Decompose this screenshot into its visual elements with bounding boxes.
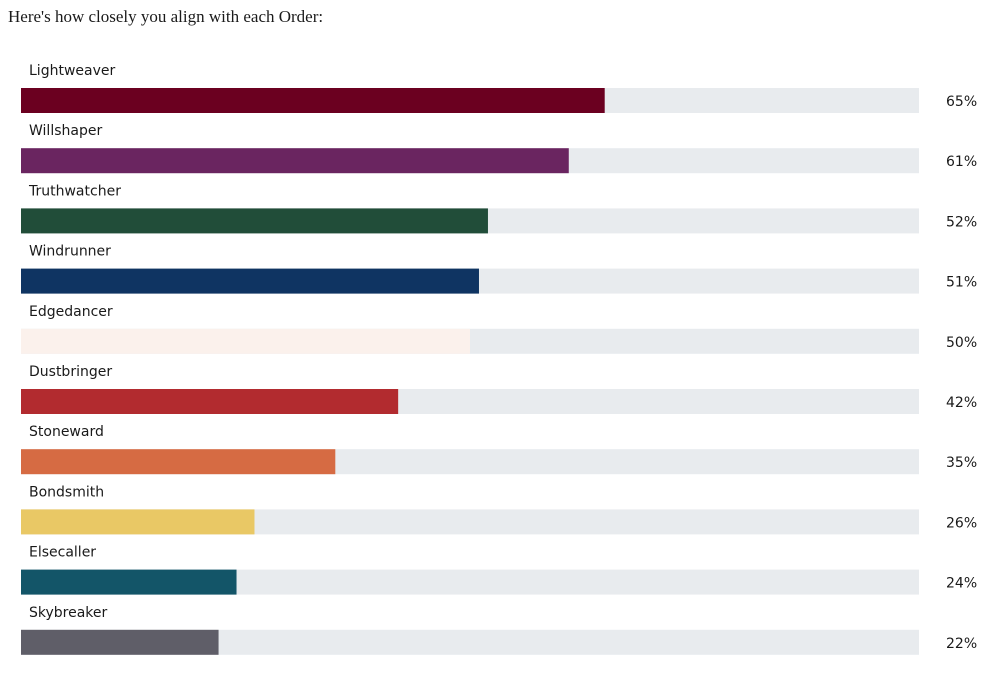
bar xyxy=(21,509,255,535)
value-label: 26% xyxy=(946,515,977,531)
category-label: Edgedancer xyxy=(29,304,113,320)
value-label: 51% xyxy=(946,275,977,291)
bar xyxy=(21,148,569,174)
bar xyxy=(21,449,336,475)
bar xyxy=(21,389,399,414)
bar xyxy=(21,569,237,595)
category-label: Windrunner xyxy=(29,244,111,260)
category-label: Stoneward xyxy=(29,424,104,440)
bar xyxy=(21,629,219,655)
chart-title: Here's how closely you align with each O… xyxy=(8,7,323,26)
category-label: Lightweaver xyxy=(29,63,115,79)
bar xyxy=(21,208,488,234)
category-label: Elsecaller xyxy=(29,545,96,561)
value-label: 50% xyxy=(946,335,977,351)
value-label: 42% xyxy=(946,395,977,411)
bar xyxy=(21,88,605,113)
value-label: 61% xyxy=(946,154,977,170)
bar xyxy=(21,268,479,294)
category-label: Dustbringer xyxy=(29,364,112,380)
category-label: Truthwatcher xyxy=(28,183,121,199)
category-label: Skybreaker xyxy=(29,605,108,621)
category-label: Willshaper xyxy=(29,123,102,139)
value-label: 65% xyxy=(946,94,977,110)
category-label: Bondsmith xyxy=(29,484,104,500)
bar xyxy=(21,328,470,354)
value-label: 24% xyxy=(946,576,977,592)
value-label: 35% xyxy=(946,455,977,471)
value-label: 52% xyxy=(946,214,977,230)
value-label: 22% xyxy=(946,636,977,652)
